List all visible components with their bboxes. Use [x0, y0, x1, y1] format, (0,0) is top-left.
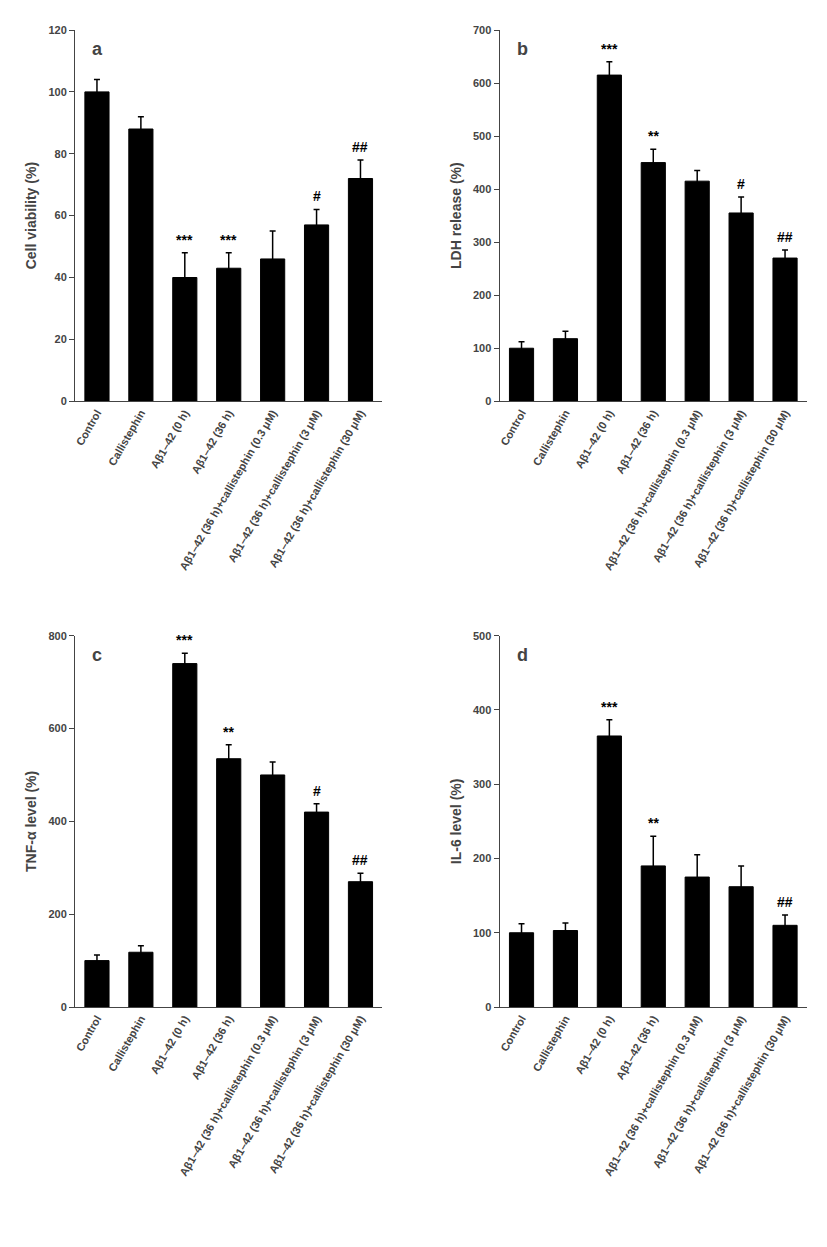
- svg-text:0: 0: [485, 395, 491, 407]
- svg-text:0: 0: [485, 1001, 491, 1013]
- svg-text:Aβ1–42 (0 h): Aβ1–42 (0 h): [148, 1013, 191, 1076]
- svg-text:Aβ1–42 (36 h)+callistephin (30: Aβ1–42 (36 h)+callistephin (30 μM): [691, 1013, 792, 1175]
- svg-text:300: 300: [473, 778, 491, 790]
- svg-text:Aβ1–42 (36 h)+callistephin (3: Aβ1–42 (36 h)+callistephin (3 μM): [650, 407, 748, 564]
- svg-text:##: ##: [777, 229, 793, 245]
- svg-text:***: ***: [601, 699, 618, 715]
- svg-text:#: #: [737, 176, 745, 192]
- svg-text:#: #: [313, 783, 321, 799]
- svg-text:60: 60: [55, 209, 67, 221]
- svg-text:200: 200: [48, 908, 66, 920]
- svg-text:Aβ1–42 (36 h)+callistephin (30: Aβ1–42 (36 h)+callistephin (30 μM): [691, 407, 792, 569]
- svg-text:**: **: [648, 815, 659, 831]
- svg-text:Callistephin: Callistephin: [106, 407, 148, 467]
- svg-text:c: c: [92, 645, 102, 665]
- svg-text:700: 700: [473, 24, 491, 36]
- svg-text:80: 80: [55, 148, 67, 160]
- svg-text:#: #: [313, 188, 321, 204]
- svg-text:500: 500: [473, 130, 491, 142]
- svg-text:400: 400: [473, 183, 491, 195]
- svg-text:Aβ1–42 (0 h): Aβ1–42 (0 h): [573, 1013, 616, 1076]
- svg-text:20: 20: [55, 333, 67, 345]
- svg-text:Aβ1–42 (36 h)+callistephin (30: Aβ1–42 (36 h)+callistephin (30 μM): [267, 407, 368, 569]
- svg-text:Aβ1–42 (36 h)+callistephin (30: Aβ1–42 (36 h)+callistephin (30 μM): [267, 1013, 368, 1175]
- svg-text:##: ##: [352, 139, 368, 155]
- svg-text:##: ##: [352, 852, 368, 868]
- svg-text:Callistephin: Callistephin: [106, 1013, 148, 1073]
- svg-text:***: ***: [601, 41, 618, 57]
- svg-text:d: d: [517, 645, 528, 665]
- svg-text:IL-6 level (%): IL-6 level (%): [448, 779, 464, 865]
- svg-text:a: a: [92, 39, 103, 59]
- svg-text:**: **: [648, 128, 659, 144]
- svg-text:100: 100: [473, 342, 491, 354]
- svg-text:0: 0: [61, 1001, 67, 1013]
- svg-text:Aβ1–42 (36 h): Aβ1–42 (36 h): [189, 407, 235, 475]
- svg-text:120: 120: [48, 24, 66, 36]
- svg-text:Aβ1–42 (36 h)+callistephin (0.: Aβ1–42 (36 h)+callistephin (0.3 μM): [177, 407, 279, 572]
- svg-text:Aβ1–42 (36 h)+callistephin (3: Aβ1–42 (36 h)+callistephin (3 μM): [650, 1013, 748, 1170]
- svg-text:800: 800: [48, 630, 66, 642]
- svg-text:0: 0: [61, 395, 67, 407]
- svg-text:Aβ1–42 (0 h): Aβ1–42 (0 h): [573, 407, 616, 470]
- svg-text:Aβ1–42 (36 h): Aβ1–42 (36 h): [189, 1013, 235, 1081]
- svg-text:Aβ1–42 (36 h)+callistephin (0.: Aβ1–42 (36 h)+callistephin (0.3 μM): [602, 407, 704, 572]
- svg-text:200: 200: [473, 289, 491, 301]
- svg-text:Control: Control: [74, 1013, 104, 1053]
- svg-text:b: b: [517, 39, 528, 59]
- svg-text:Aβ1–42 (0 h): Aβ1–42 (0 h): [148, 407, 191, 470]
- svg-text:Aβ1–42 (36 h)+callistephin (0.: Aβ1–42 (36 h)+callistephin (0.3 μM): [177, 1013, 279, 1178]
- svg-text:***: ***: [220, 232, 237, 248]
- svg-text:Callistephin: Callistephin: [530, 407, 572, 467]
- svg-text:500: 500: [473, 630, 491, 642]
- svg-text:Control: Control: [498, 1013, 528, 1053]
- svg-text:600: 600: [48, 722, 66, 734]
- svg-text:Aβ1–42 (36 h): Aβ1–42 (36 h): [614, 1013, 660, 1081]
- svg-text:***: ***: [176, 632, 193, 648]
- svg-text:Aβ1–42 (36 h)+callistephin (3: Aβ1–42 (36 h)+callistephin (3 μM): [226, 1013, 324, 1170]
- svg-text:400: 400: [48, 815, 66, 827]
- svg-text:100: 100: [473, 927, 491, 939]
- svg-text:Callistephin: Callistephin: [530, 1013, 572, 1073]
- svg-text:LDH release (%): LDH release (%): [448, 162, 464, 269]
- svg-text:Control: Control: [498, 408, 528, 448]
- svg-text:##: ##: [777, 894, 793, 910]
- svg-text:40: 40: [55, 271, 67, 283]
- svg-text:Control: Control: [74, 408, 104, 448]
- svg-text:Aβ1–42 (36 h)+callistephin (3: Aβ1–42 (36 h)+callistephin (3 μM): [226, 407, 324, 564]
- svg-text:***: ***: [176, 232, 193, 248]
- svg-text:600: 600: [473, 77, 491, 89]
- svg-text:100: 100: [48, 86, 66, 98]
- svg-text:300: 300: [473, 236, 491, 248]
- svg-text:400: 400: [473, 704, 491, 716]
- svg-text:Aβ1–42 (36 h)+callistephin (0.: Aβ1–42 (36 h)+callistephin (0.3 μM): [602, 1013, 704, 1178]
- svg-text:TNF-α level (%): TNF-α level (%): [23, 771, 39, 872]
- svg-text:**: **: [223, 724, 234, 740]
- svg-text:Aβ1–42 (36 h): Aβ1–42 (36 h): [614, 407, 660, 475]
- svg-text:200: 200: [473, 852, 491, 864]
- svg-text:Cell viability (%): Cell viability (%): [23, 162, 39, 269]
